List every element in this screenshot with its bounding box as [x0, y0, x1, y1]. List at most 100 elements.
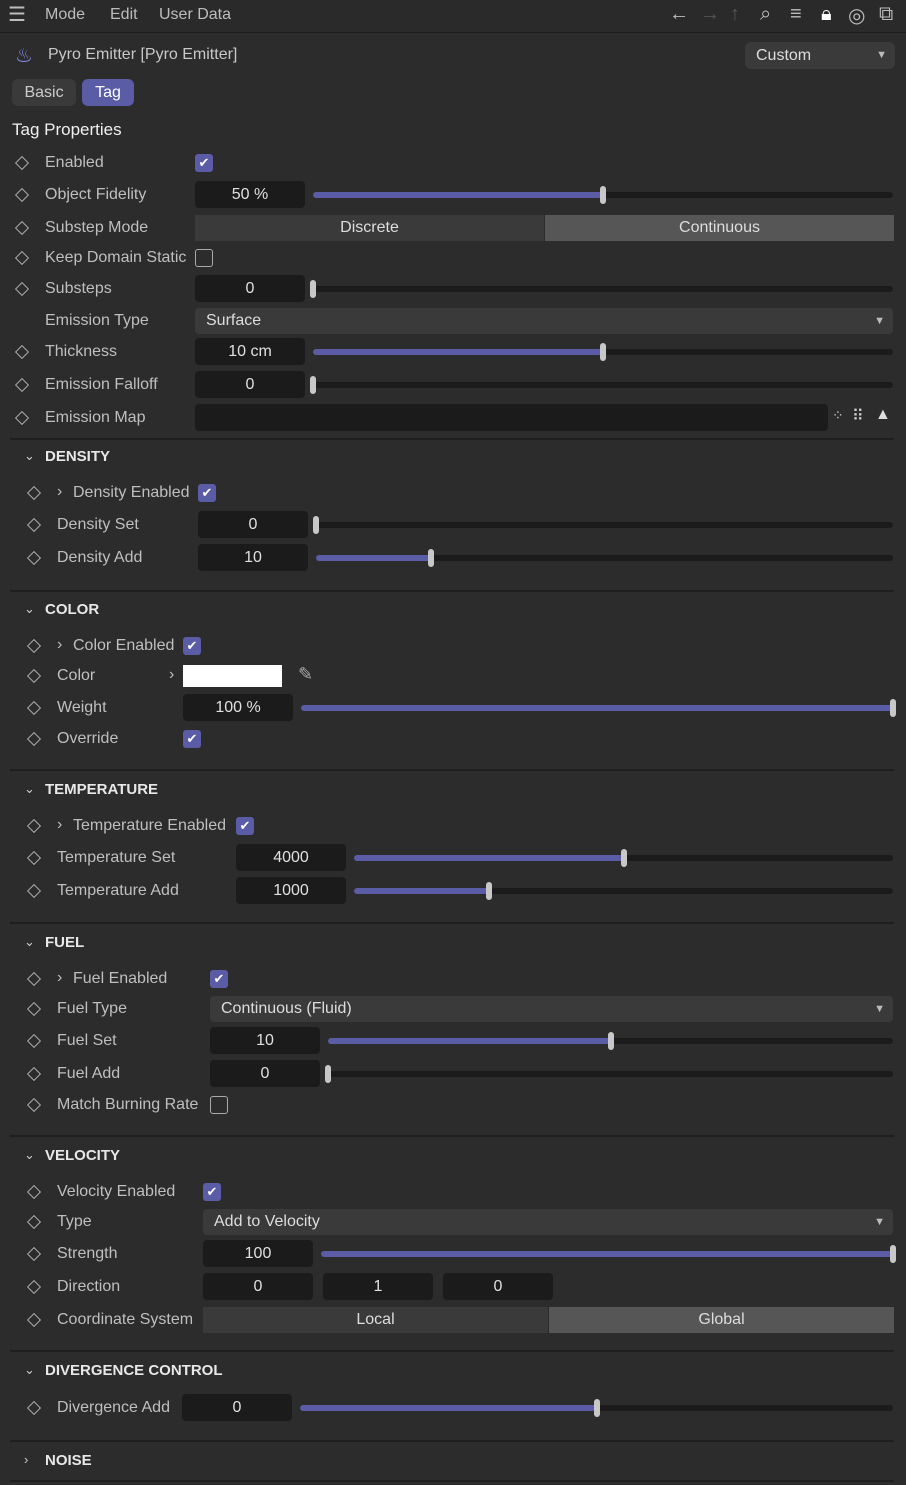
expand-chevron-icon[interactable]: ›: [57, 483, 63, 500]
triangle-menu-icon[interactable]: ▲: [875, 406, 891, 423]
slider-handle[interactable]: [607, 1032, 614, 1050]
keyframe-diamond-icon[interactable]: [26, 1001, 42, 1017]
menu-mode[interactable]: Mode: [45, 6, 86, 23]
new-window-icon[interactable]: ⧉: [879, 3, 894, 25]
velocity-chevron-icon[interactable]: ⌄: [24, 1147, 35, 1162]
slider-handle[interactable]: [600, 343, 606, 361]
keyframe-diamond-icon[interactable]: [26, 818, 42, 834]
slider-weight[interactable]: [301, 699, 896, 717]
checkbox-enabled[interactable]: ✔: [195, 154, 213, 172]
keyframe-diamond-icon[interactable]: [14, 344, 30, 360]
field-temperature-set[interactable]: 4000: [236, 844, 346, 871]
field-density-add[interactable]: 10: [198, 544, 308, 571]
eyedropper-icon[interactable]: ✎: [298, 664, 314, 684]
slider-handle[interactable]: [485, 882, 492, 900]
slider-object-fidelity[interactable]: [313, 186, 893, 204]
slider-handle[interactable]: [313, 516, 319, 534]
tab-tag[interactable]: Tag: [82, 79, 134, 106]
slider-handle[interactable]: [890, 699, 896, 717]
slider-temperature-set[interactable]: [354, 849, 893, 867]
arrow-left-icon[interactable]: ←: [669, 3, 689, 25]
field-density-set[interactable]: 0: [198, 511, 308, 538]
dropdown-type[interactable]: Add to Velocity ▼: [203, 1209, 893, 1235]
keyframe-diamond-icon[interactable]: [26, 971, 42, 987]
keyframe-diamond-icon[interactable]: [26, 850, 42, 866]
keyframe-diamond-icon[interactable]: [26, 550, 42, 566]
filter-icon[interactable]: ≡: [790, 3, 802, 25]
checkbox-temperature-enabled[interactable]: ✔: [236, 817, 254, 835]
keyframe-diamond-icon[interactable]: [14, 187, 30, 203]
search-icon[interactable]: ⌕: [760, 3, 772, 25]
toggle-global[interactable]: Global: [549, 1307, 894, 1333]
field-object-fidelity[interactable]: 50 %: [195, 181, 305, 208]
keyframe-diamond-icon[interactable]: [26, 1066, 42, 1082]
color-chevron-icon[interactable]: ⌄: [24, 601, 35, 616]
noise-shader-icon[interactable]: ⁘: [832, 407, 844, 423]
section-header-temperature[interactable]: TEMPERATURE: [45, 781, 159, 798]
tab-basic[interactable]: Basic: [12, 79, 76, 106]
section-header-velocity[interactable]: VELOCITY: [45, 1147, 121, 1164]
keyframe-diamond-icon[interactable]: [26, 731, 42, 747]
toggle-discrete[interactable]: Discrete: [195, 215, 544, 241]
direction-field-z[interactable]: 0: [443, 1273, 553, 1300]
arrow-up-icon[interactable]: ↑: [730, 3, 740, 25]
slider-emission-falloff[interactable]: [310, 376, 893, 394]
color-expand-chevron-icon[interactable]: ›: [169, 666, 175, 683]
field-strength[interactable]: 100: [203, 1240, 313, 1267]
toggle-continuous[interactable]: Continuous: [545, 215, 894, 241]
slider-thickness[interactable]: [313, 343, 893, 361]
expand-chevron-icon[interactable]: ›: [57, 969, 63, 986]
keyframe-diamond-icon[interactable]: [14, 155, 30, 171]
slider-handle[interactable]: [310, 280, 316, 298]
slider-handle[interactable]: [428, 549, 435, 567]
section-header-divergence-control[interactable]: DIVERGENCE CONTROL: [45, 1362, 223, 1379]
expand-chevron-icon[interactable]: ›: [57, 636, 63, 653]
keyframe-diamond-icon[interactable]: [14, 410, 30, 426]
keyframe-diamond-icon[interactable]: [14, 220, 30, 236]
menu-user-data[interactable]: User Data: [159, 6, 232, 23]
slider-handle[interactable]: [593, 1399, 600, 1417]
section-header-noise[interactable]: NOISE: [45, 1452, 92, 1469]
preset-dropdown[interactable]: Custom ▼: [745, 42, 895, 69]
keyframe-diamond-icon[interactable]: [26, 1400, 42, 1416]
keyframe-diamond-icon[interactable]: [26, 1184, 42, 1200]
density-chevron-icon[interactable]: ⌄: [24, 448, 35, 463]
slider-temperature-add[interactable]: [354, 882, 893, 900]
hamburger-menu-icon[interactable]: ☰: [8, 4, 26, 26]
field-temperature-add[interactable]: 1000: [236, 877, 346, 904]
keyframe-diamond-icon[interactable]: [26, 638, 42, 654]
section-header-density[interactable]: DENSITY: [45, 448, 111, 465]
slider-strength[interactable]: [321, 1245, 896, 1263]
arrow-right-icon[interactable]: →: [700, 3, 720, 25]
checkbox-fuel-enabled[interactable]: ✔: [210, 970, 228, 988]
direction-field-y[interactable]: 1: [323, 1273, 433, 1300]
keyframe-diamond-icon[interactable]: [14, 250, 30, 266]
keyframe-diamond-icon[interactable]: [26, 668, 42, 684]
keyframe-diamond-icon[interactable]: [26, 517, 42, 533]
slider-fuel-add[interactable]: [325, 1065, 893, 1083]
divergence-control-chevron-icon[interactable]: ⌄: [24, 1362, 35, 1377]
slider-fuel-set[interactable]: [328, 1032, 893, 1050]
slider-divergence-add[interactable]: [300, 1399, 893, 1417]
keyframe-diamond-icon[interactable]: [26, 1279, 42, 1295]
slider-handle[interactable]: [325, 1065, 331, 1083]
lock-icon[interactable]: 🔒︎: [821, 3, 832, 25]
checkbox-density-enabled[interactable]: ✔: [198, 484, 216, 502]
toggle-local[interactable]: Local: [203, 1307, 548, 1333]
section-header-color[interactable]: COLOR: [45, 601, 100, 618]
fuel-chevron-icon[interactable]: ⌄: [24, 934, 35, 949]
expand-chevron-icon[interactable]: ›: [57, 816, 63, 833]
keyframe-diamond-icon[interactable]: [26, 485, 42, 501]
slider-density-add[interactable]: [316, 549, 893, 567]
dropdown-fuel-type[interactable]: Continuous (Fluid) ▼: [210, 996, 893, 1022]
temperature-chevron-icon[interactable]: ⌄: [24, 781, 35, 796]
layer-shader-icon[interactable]: ⠿: [852, 408, 864, 425]
field-weight[interactable]: 100 %: [183, 694, 293, 721]
menu-edit[interactable]: Edit: [110, 6, 138, 23]
checkbox-velocity-enabled[interactable]: ✔: [203, 1183, 221, 1201]
direction-field-x[interactable]: 0: [203, 1273, 313, 1300]
keyframe-diamond-icon[interactable]: [14, 377, 30, 393]
checkbox-keep-domain-static[interactable]: [195, 249, 213, 267]
target-icon[interactable]: ◎: [848, 5, 866, 27]
keyframe-diamond-icon[interactable]: [26, 1214, 42, 1230]
